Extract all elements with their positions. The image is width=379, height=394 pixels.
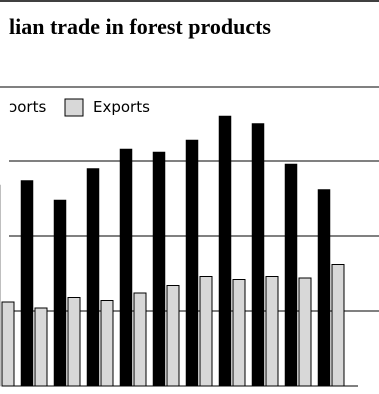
bar-exports-7	[232, 279, 246, 387]
bars	[0, 115, 345, 387]
bar-imports-5	[152, 151, 166, 387]
bar-exports-6	[199, 276, 213, 387]
legend-label-exports: Exports	[93, 98, 150, 116]
legend: ɔorts Exports	[9, 98, 150, 117]
bar-exports-2	[67, 297, 81, 387]
bar-imports-7	[218, 115, 232, 387]
bar-exports-3	[100, 300, 114, 387]
bar-exports-10	[331, 264, 345, 387]
bar-imports-3	[86, 168, 100, 387]
bar-imports-9	[284, 163, 298, 387]
bar-exports-8	[265, 276, 279, 387]
legend-label-imports: ɔorts	[9, 98, 46, 116]
bar-exports-4	[133, 292, 147, 387]
bar-imports-10	[317, 189, 331, 387]
bar-exports-9	[298, 277, 312, 387]
bar-imports-8	[251, 123, 265, 387]
bar-imports-2	[53, 199, 67, 387]
bar-imports-6	[185, 139, 199, 387]
bar-exports-1	[34, 307, 48, 387]
chart-title: lian trade in forest products	[9, 14, 271, 39]
bar-imports-1	[20, 180, 34, 387]
bar-exports-5	[166, 285, 180, 387]
bar-exports-0	[1, 301, 15, 387]
bar-imports-4	[119, 148, 133, 387]
legend-swatch-exports	[64, 98, 84, 117]
